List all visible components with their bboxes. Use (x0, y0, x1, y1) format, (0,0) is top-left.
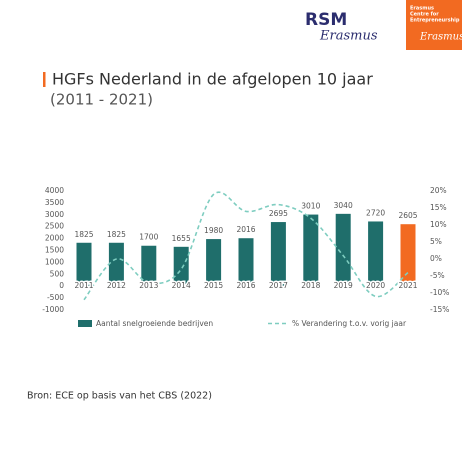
data-label: 1700 (139, 233, 158, 242)
y-tick-label: 4000 (45, 186, 64, 195)
data-label: 2016 (236, 225, 255, 234)
title-accent (43, 72, 46, 87)
y-tick-label: 3000 (45, 210, 64, 219)
y-tick-label: 2500 (45, 222, 64, 231)
y2-tick-label: 5% (430, 237, 442, 246)
data-label: 1825 (107, 230, 126, 239)
data-label: 2605 (398, 211, 417, 220)
data-label: 2695 (269, 209, 288, 218)
bar (76, 242, 92, 287)
x-tick-label: 2012 (107, 281, 126, 290)
ece-logo-box (406, 0, 462, 50)
bar (335, 213, 351, 287)
x-tick-label: 2011 (74, 281, 93, 290)
y2-tick-label: -10% (430, 288, 449, 297)
x-tick-label: 2019 (334, 281, 353, 290)
data-label: 3010 (301, 202, 320, 211)
y-tick-label: 0 (59, 281, 64, 290)
source: Bron: ECE op basis van het CBS (2022) (27, 391, 212, 402)
data-label: 1980 (204, 226, 223, 235)
bar (270, 222, 286, 287)
y-tick-label: -1000 (42, 305, 64, 314)
x-tick-label: 2016 (236, 281, 255, 290)
ece-script: Erasmus (419, 32, 464, 43)
x-tick-label: 2020 (366, 281, 385, 290)
bar (141, 245, 157, 287)
ece-logo-text: Centre for (410, 12, 439, 18)
x-tick-label: 2017 (269, 281, 288, 290)
y2-tick-label: 20% (430, 186, 447, 195)
data-label: 2720 (366, 208, 385, 217)
y2-tick-label: -5% (430, 271, 445, 280)
chart-subtitle: (2011 - 2021) (50, 91, 153, 109)
y2-tick-label: 10% (430, 220, 447, 229)
rsm-script: Erasmus (319, 29, 378, 44)
x-tick-label: 2013 (139, 281, 158, 290)
bar (173, 246, 189, 287)
rsm-logo: RSM (305, 10, 347, 30)
x-tick-label: 2018 (301, 281, 320, 290)
legend-label: % Verandering t.o.v. vorig jaar (292, 319, 407, 328)
bar (238, 238, 254, 287)
bar (108, 242, 124, 287)
y2-tick-label: 15% (430, 203, 447, 212)
x-tick-label: 2014 (172, 281, 191, 290)
y2-tick-label: -15% (430, 305, 449, 314)
bar (400, 224, 416, 287)
ece-logo-text: Erasmus (410, 6, 434, 12)
y2-tick-label: 0% (430, 254, 442, 263)
y-tick-label: 500 (50, 269, 65, 278)
bar (303, 214, 319, 287)
bar (368, 221, 384, 287)
y-tick-label: 1000 (45, 257, 64, 266)
chart-title: HGFs Nederland in de afgelopen 10 jaar (52, 70, 373, 89)
bar (206, 239, 222, 287)
legend-label: Aantal snelgroeiende bedrijven (96, 319, 213, 328)
line (83, 191, 409, 301)
legend-swatch (78, 320, 92, 327)
data-label: 3040 (334, 201, 353, 210)
data-label: 1825 (74, 230, 93, 239)
y-tick-label: -500 (47, 293, 64, 302)
y-tick-label: 2000 (45, 234, 64, 243)
ece-logo-text: Entrepreneurship (410, 18, 460, 24)
y-tick-label: 1500 (45, 246, 64, 255)
data-label: 1655 (172, 234, 191, 243)
x-tick-label: 2015 (204, 281, 223, 290)
x-tick-label: 2021 (398, 281, 417, 290)
y-tick-label: 3500 (45, 198, 64, 207)
